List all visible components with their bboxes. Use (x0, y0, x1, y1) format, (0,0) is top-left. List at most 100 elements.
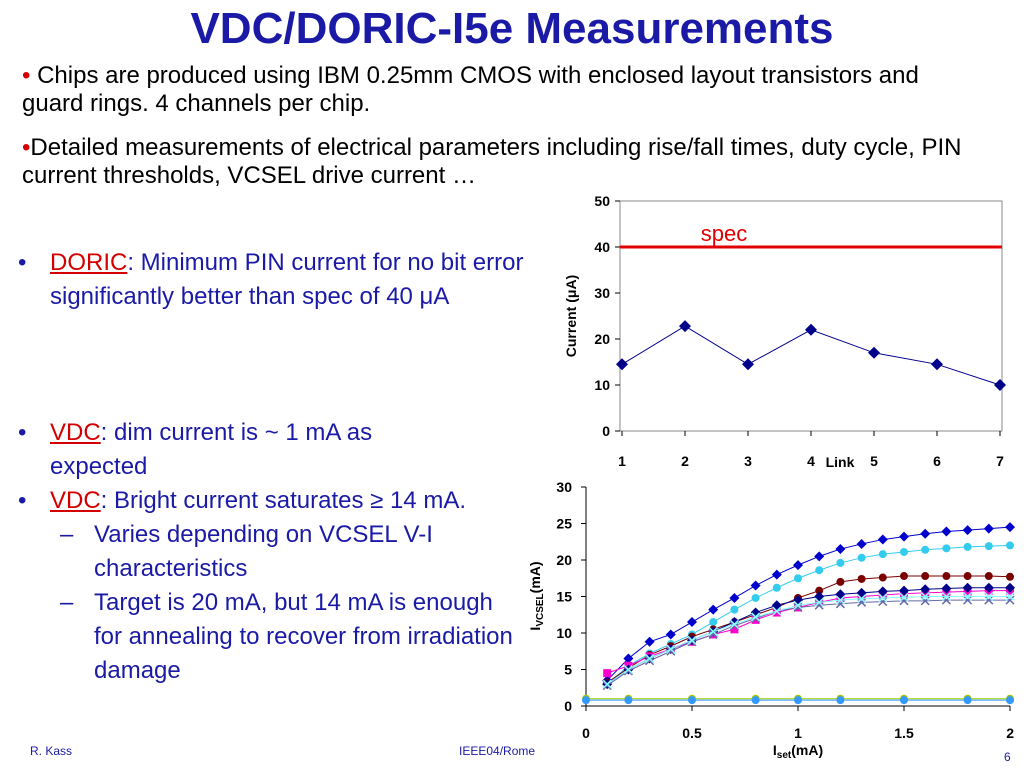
x-tick-label: 5 (870, 453, 878, 469)
data-point (984, 595, 994, 605)
data-point (963, 591, 973, 602)
x-tick-label: 6 (933, 453, 941, 469)
sub-dash: – (60, 521, 74, 548)
y-tick-label: 5 (564, 662, 572, 678)
series-line (606, 544, 1011, 685)
x-axis-label: Iset(mA) (773, 742, 823, 761)
x-tick-label: 1.5 (894, 725, 914, 741)
data-point (857, 553, 866, 562)
top-bullet-1-text: Chips are produced using IBM 0.25mm CMOS… (22, 62, 919, 117)
x-tick-label: 1 (618, 453, 626, 469)
data-point (878, 597, 888, 607)
data-point (794, 696, 802, 705)
data-point (857, 594, 867, 604)
data-point (835, 595, 845, 605)
data-point (814, 551, 825, 562)
data-point (983, 523, 994, 534)
doric-label: DORIC (50, 249, 128, 276)
x-tick-label: 4 (807, 453, 815, 469)
bullet-dot: • (22, 134, 31, 161)
x-tick-label: 2 (1006, 725, 1014, 741)
data-point (624, 696, 633, 705)
y-axis-label: Current (μA) (563, 275, 579, 357)
data-point (772, 583, 781, 592)
data-point (687, 617, 697, 628)
data-point (942, 572, 951, 581)
data-point (688, 696, 696, 705)
y-tick-label: 20 (594, 331, 610, 347)
data-point (941, 591, 951, 602)
data-point (984, 572, 993, 581)
data-point (1006, 572, 1014, 581)
y-tick-label: 15 (556, 589, 572, 605)
vdc-bright-text: : Bright current saturates ≥ 14 mA. (100, 487, 466, 514)
top-bullet-1: • Chips are produced using IBM 0.25mm CM… (22, 62, 952, 118)
data-point (814, 597, 824, 607)
data-point (942, 544, 951, 553)
data-point (920, 528, 931, 539)
page-title: VDC/DORIC-I5e Measurements (190, 4, 834, 53)
pin-current-chart: 0 10 20 30 40 50 1 2 3 4 5 6 7 Link Current (μA) spec (563, 193, 1006, 470)
vdc-dim-text: : dim current is ~ 1 mA as expected (50, 419, 373, 480)
doric-text: : Minimum PIN current for no bit error s… (50, 249, 524, 310)
data-point (687, 635, 697, 645)
data-point (857, 574, 866, 583)
doric-bullet: DORIC: Minimum PIN current for no bit er… (50, 246, 550, 314)
data-point (941, 583, 952, 594)
top-bullet-2: •Detailed measurements of electrical par… (22, 134, 962, 190)
data-point (899, 531, 909, 542)
data-point (1005, 582, 1015, 593)
y-tick-label: 0 (602, 423, 610, 439)
sub-bullet-1: Varies depending on VCSEL V-I characteri… (94, 521, 433, 582)
vdc-bright-bullet: VDC: Bright current saturates ≥ 14 mA. (50, 484, 550, 518)
y-tick-label: 30 (594, 285, 610, 301)
x-axis-label: Link (826, 454, 855, 470)
data-point (836, 577, 845, 586)
x-tick-label: 0.5 (682, 725, 702, 741)
data-point (868, 346, 880, 359)
data-point (582, 696, 590, 705)
y-tick-label: 40 (594, 239, 610, 255)
data-point (815, 586, 824, 595)
data-point (751, 615, 760, 624)
data-point (984, 542, 993, 551)
data-point (665, 629, 676, 640)
data-point (1006, 541, 1014, 550)
data-point (835, 599, 845, 609)
data-point (877, 534, 888, 545)
footer-page: 6 (1004, 750, 1011, 764)
data-point (962, 525, 973, 536)
y-tick-label: 25 (556, 516, 572, 532)
data-point (772, 606, 782, 616)
sub-bullet-2: Target is 20 mA, but 14 mA is enough for… (94, 589, 513, 684)
data-point (899, 585, 909, 596)
data-point (616, 358, 628, 371)
bullet-dot: • (18, 419, 27, 446)
y-tick-label: 50 (594, 193, 610, 209)
data-point (962, 582, 973, 593)
spec-label: spec (701, 221, 747, 246)
data-point (793, 600, 803, 610)
data-point (751, 593, 760, 602)
data-point (900, 547, 908, 556)
data-point (730, 605, 739, 614)
x-tick-label: 1 (794, 725, 802, 741)
data-point (878, 550, 887, 559)
data-point (708, 627, 718, 637)
data-point (772, 608, 781, 617)
data-point (644, 636, 655, 647)
x-tick-label: 2 (681, 453, 689, 469)
data-point (941, 526, 952, 537)
y-axis-label: IVCSEL(mA) (527, 561, 546, 630)
y-tick-label: 30 (556, 479, 572, 495)
data-point (921, 545, 930, 554)
data-point (708, 604, 719, 615)
data-point (899, 592, 909, 602)
data-point (836, 558, 845, 567)
footer-author: R. Kass (30, 744, 73, 758)
data-point (666, 646, 676, 656)
data-point (877, 586, 888, 597)
data-point (1005, 591, 1015, 602)
vdc-label: VDC (50, 419, 101, 446)
